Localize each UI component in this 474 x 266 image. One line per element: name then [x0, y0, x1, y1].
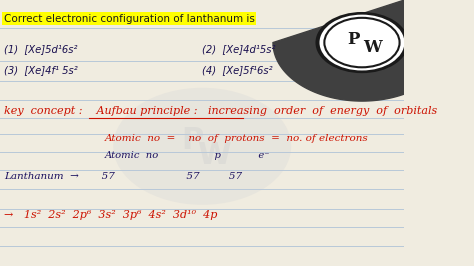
Circle shape	[316, 12, 409, 73]
Text: (4)  [Xe]5f¹6s²: (4) [Xe]5f¹6s²	[202, 65, 273, 76]
Text: Correct electronic configuration of lanthanum is: Correct electronic configuration of lant…	[4, 14, 255, 24]
Text: Atomic  no                  p            e⁻: Atomic no p e⁻	[105, 151, 271, 160]
Text: P: P	[348, 31, 360, 48]
Text: Lanthanum  →       57                      57         57: Lanthanum → 57 57 57	[4, 172, 242, 181]
Circle shape	[113, 88, 291, 205]
Text: P: P	[181, 126, 203, 156]
Text: →   1s²  2s²  2p⁶  3s²  3p⁶  4s²  3d¹⁰  4p: → 1s² 2s² 2p⁶ 3s² 3p⁶ 4s² 3d¹⁰ 4p	[4, 210, 218, 221]
Text: Atomic  no  =    no  of  protons  =  no. of electrons: Atomic no = no of protons = no. of elect…	[105, 134, 369, 143]
Circle shape	[328, 20, 395, 65]
Polygon shape	[273, 0, 451, 101]
Text: (1)  [Xe]5d¹6s²: (1) [Xe]5d¹6s²	[4, 44, 78, 54]
Text: key  concept :    Aufbau principle :   increasing  order  of  energy  of  orbita: key concept : Aufbau principle : increas…	[4, 106, 438, 116]
Text: (2)  [Xe]4d¹5s²: (2) [Xe]4d¹5s²	[202, 44, 276, 54]
Circle shape	[319, 15, 404, 70]
Text: W: W	[198, 141, 231, 170]
Text: (3)  [Xe]4f¹ 5s²: (3) [Xe]4f¹ 5s²	[4, 65, 78, 76]
Text: W: W	[363, 39, 382, 56]
